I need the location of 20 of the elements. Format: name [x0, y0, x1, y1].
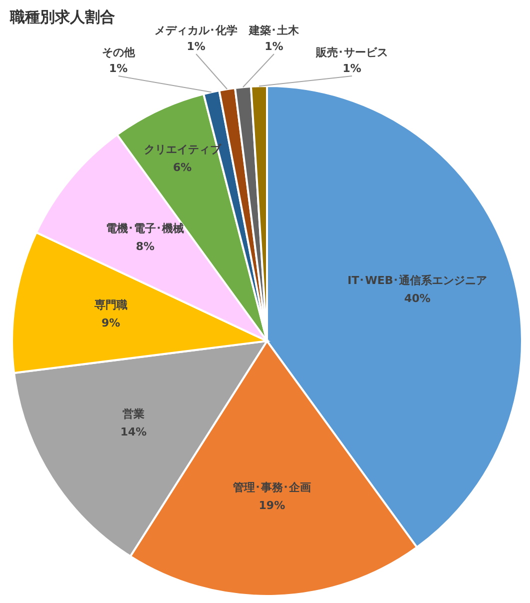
slice-label: 電機･電子･機械 [106, 222, 184, 236]
data-label: 40% [404, 292, 431, 306]
data-label: 6% [172, 161, 192, 174]
data-label: 14% [120, 426, 147, 439]
slice-label: その他 [102, 46, 136, 59]
slice-label: メディカル･化学 [154, 24, 238, 37]
data-label: 9% [102, 316, 120, 330]
data-label: 1% [264, 40, 284, 53]
chart-title: 職種別求人割合 [10, 8, 115, 27]
slice-label: 建築･土木 [248, 24, 300, 37]
data-label: 19% [258, 499, 286, 512]
slice-label: 専門職 [93, 298, 128, 312]
data-label: 8% [136, 240, 155, 254]
slice-label: 管理･事務･企画 [232, 481, 311, 494]
data-label: 1% [109, 62, 128, 75]
slice-label: 販売･サービス [314, 46, 388, 59]
slice-label: 営業 [122, 408, 145, 421]
slice-label: IT･WEB･通信系エンジニア [348, 274, 488, 288]
data-label: 1% [342, 62, 362, 75]
data-label: 1% [186, 40, 206, 53]
